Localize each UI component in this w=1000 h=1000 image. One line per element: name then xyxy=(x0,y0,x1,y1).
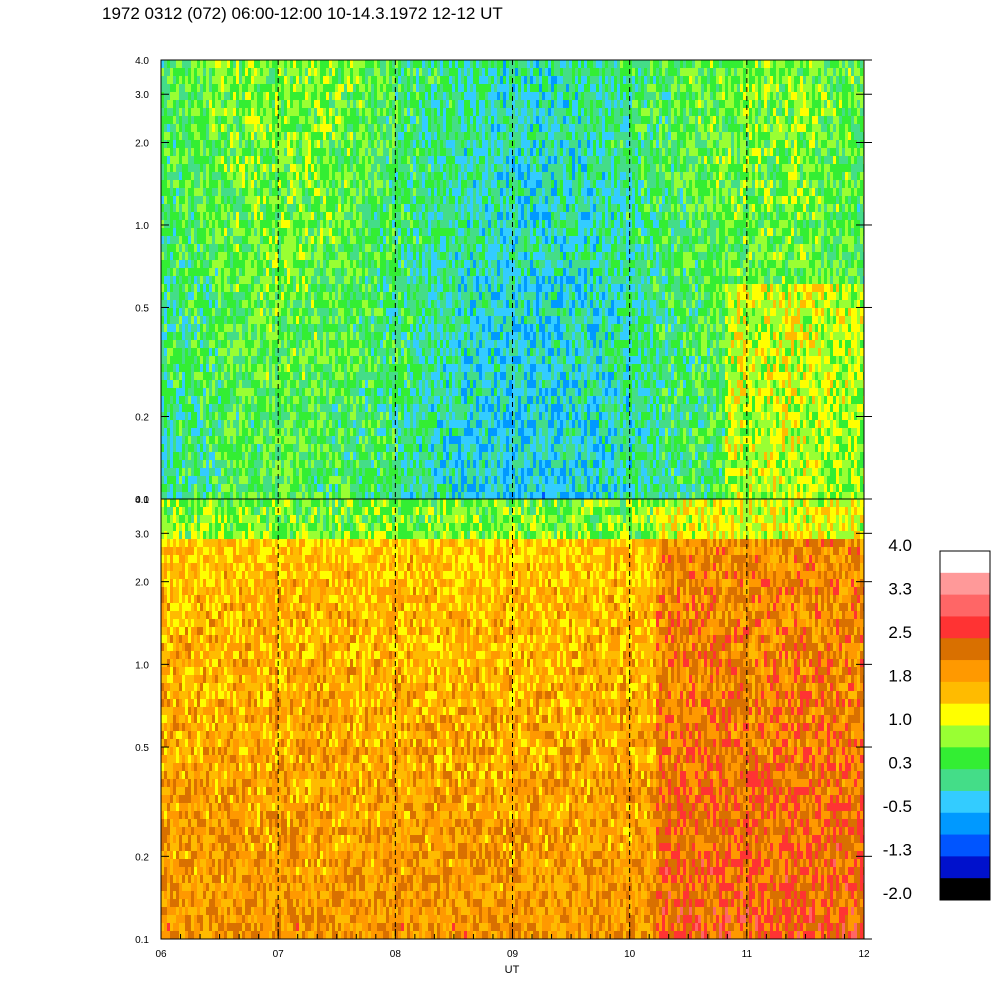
colorbar-swatch xyxy=(940,572,990,596)
bottom-y-tick-label: 4.0 xyxy=(135,495,149,506)
chart-title: 1972 0312 (072) 06:00-12:00 10-14.3.1972… xyxy=(102,4,503,24)
top-y-tick-label: 0.2 xyxy=(135,413,149,424)
colorbar-swatch xyxy=(940,747,990,770)
x-tick-label: 08 xyxy=(390,949,402,960)
x-tick-label: 10 xyxy=(624,949,636,960)
colorbar-swatch xyxy=(940,616,990,639)
x-tick-label: 09 xyxy=(507,949,519,960)
x-tick-label: 06 xyxy=(155,949,167,960)
colorbar-swatch xyxy=(940,725,990,748)
bottom-y-tick-label: 0.2 xyxy=(135,852,149,863)
bottom-y-tick-label: 0.1 xyxy=(135,935,149,946)
colorbar-label: -0.5 xyxy=(883,797,912,816)
bottom-y-tick-label: 2.0 xyxy=(135,578,149,589)
colorbar-label: 2.5 xyxy=(888,623,912,642)
colorbar-swatch xyxy=(940,551,990,574)
colorbar-swatch xyxy=(940,834,990,857)
colorbar-label: -2.0 xyxy=(883,884,912,903)
bottom-spectrogram-panel xyxy=(161,499,864,939)
colorbar-swatch xyxy=(940,638,990,661)
axes: 0.10.20.51.02.03.04.00.10.20.51.02.03.04… xyxy=(135,56,872,960)
top-y-tick-label: 1.0 xyxy=(135,221,149,232)
colorbar-swatch xyxy=(940,594,990,617)
top-y-tick-label: 0.1 xyxy=(135,495,149,506)
colorbar-label: 1.8 xyxy=(888,667,912,686)
colorbar-swatch xyxy=(940,769,990,792)
x-tick-label: 11 xyxy=(742,949,753,960)
colorbar-swatch xyxy=(940,812,990,836)
x-axis-label: UT xyxy=(505,964,520,976)
colorbar-label: -1.3 xyxy=(883,841,912,860)
colorbar-label: 4.0 xyxy=(888,536,912,555)
colorbar-swatch xyxy=(940,856,990,879)
top-y-tick-label: 2.0 xyxy=(135,138,149,149)
top-y-tick-label: 0.5 xyxy=(135,303,149,314)
colorbar-label: 0.3 xyxy=(888,754,912,773)
bottom-y-tick-label: 3.0 xyxy=(135,529,149,540)
x-tick-label: 12 xyxy=(858,949,870,960)
colorbar-swatch xyxy=(940,703,990,726)
x-tick-label: 07 xyxy=(273,949,285,960)
colorbar: 4.0 3.3 2.5 1.8 1.0 0.3 -0.5 -1.3 -2.0 xyxy=(883,536,991,903)
colorbar-label: 1.0 xyxy=(888,710,912,729)
colorbar-swatch xyxy=(940,878,990,901)
bottom-y-tick-label: 0.5 xyxy=(135,743,149,754)
colorbar-swatch xyxy=(940,660,990,683)
top-y-tick-label: 3.0 xyxy=(135,90,149,101)
colorbar-label: 3.3 xyxy=(888,580,912,599)
top-spectrogram-panel xyxy=(161,60,864,499)
colorbar-swatch xyxy=(940,790,990,814)
bottom-y-tick-label: 1.0 xyxy=(135,660,149,671)
top-y-tick-label: 4.0 xyxy=(135,56,149,67)
colorbar-swatch xyxy=(940,681,990,705)
